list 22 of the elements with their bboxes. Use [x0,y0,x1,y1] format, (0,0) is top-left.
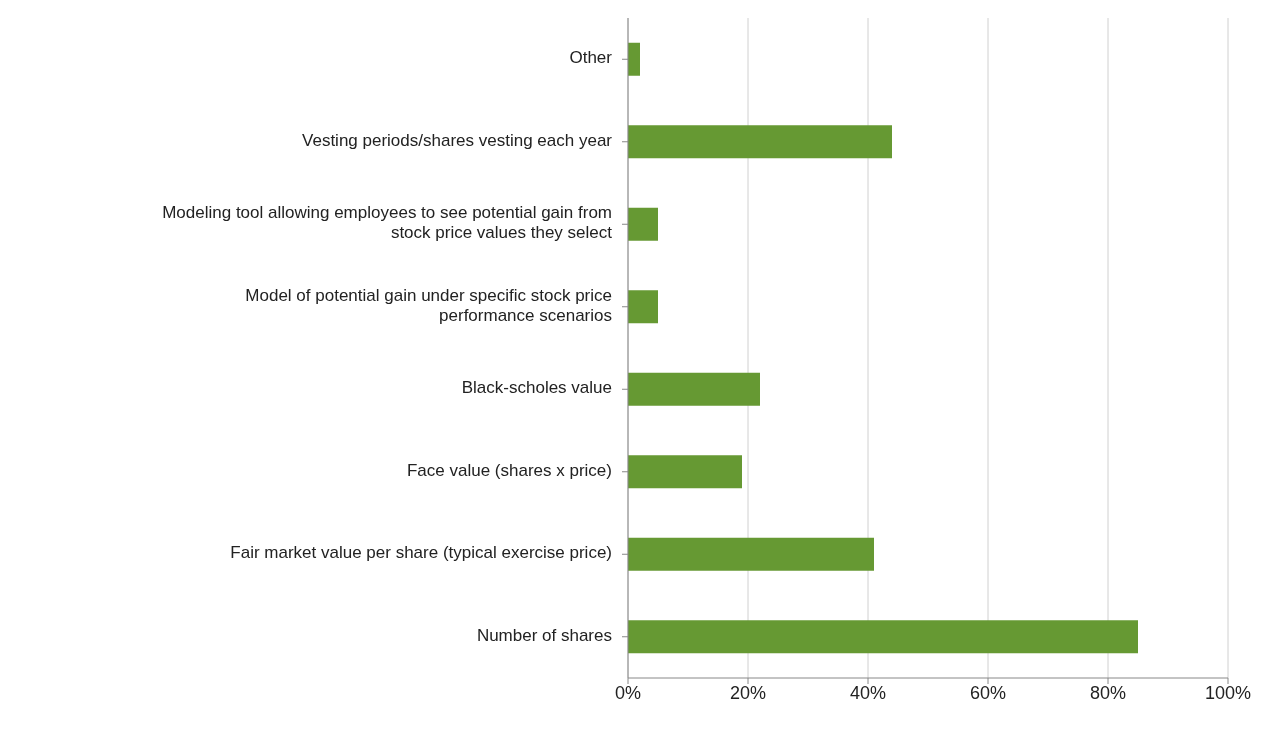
bar [628,455,742,489]
x-tick-label: 60% [969,682,1007,703]
y-tick-label: Black-scholes value [461,378,612,398]
bar [628,620,1138,654]
x-tick-label: 20% [729,682,767,703]
x-tick-label: 100% [1204,682,1252,703]
bar [628,372,760,406]
bar [628,125,892,159]
y-tick-label: Number of shares [476,626,612,646]
y-tick-label: Vesting periods/shares vesting each year [302,131,613,151]
y-tick-label: Fair market value per share (typical exercise price) [230,543,612,563]
bar [628,42,640,76]
y-tick-label: Other [569,48,613,68]
bar [628,537,874,571]
x-tick-label: 40% [849,682,887,703]
y-tick-label: Modeling tool allowing employees to see potential gain from stock price values they select [162,203,613,243]
bar [628,290,658,324]
x-tick-label: 80% [1089,682,1127,703]
x-tick-label: 0% [614,682,642,703]
y-tick-label: Model of potential gain under specific stock price performance scenarios [245,286,612,326]
y-tick-label: Face value (shares x price) [406,461,612,481]
bar [628,207,658,241]
